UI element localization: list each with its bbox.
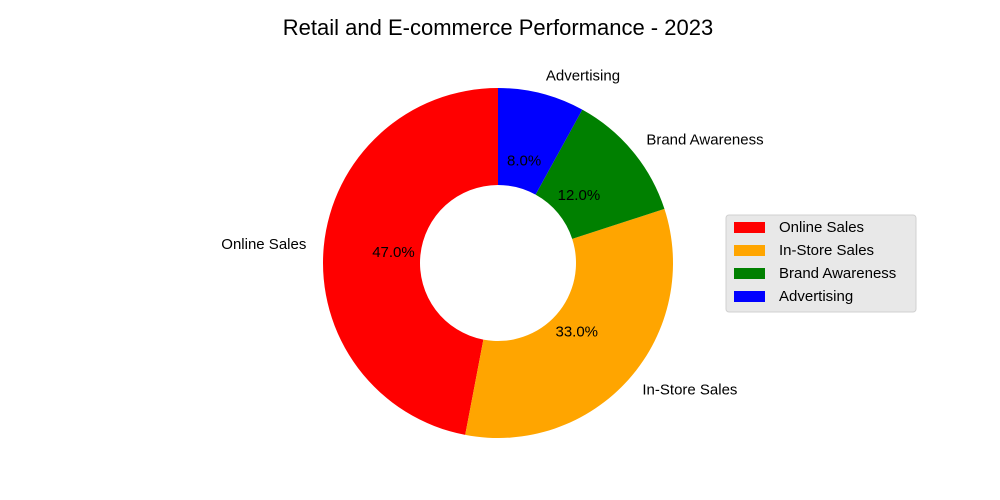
legend-label-in-store-sales: In-Store Sales	[779, 242, 874, 259]
legend-swatch-advertising	[734, 291, 765, 302]
percent-label-brand-awareness: 12.0%	[558, 187, 601, 204]
legend: Online Sales In-Store Sales Brand Awarenes…	[725, 214, 917, 313]
chart-title: Retail and E-commerce Performance - 2023	[283, 15, 713, 40]
slice-label-advertising: Advertising	[546, 68, 620, 85]
percent-label-advertising: 8.0%	[507, 152, 541, 169]
slice-online-sales	[323, 88, 498, 435]
legend-label-online-sales: Online Sales	[779, 219, 864, 236]
slice-label-online-sales: Online Sales	[221, 236, 306, 253]
slice-labels: Online Sales In-Store Sales Brand Awarenes…	[221, 68, 763, 399]
slice-label-brand-awareness: Brand Awareness	[646, 131, 763, 148]
legend-swatch-online-sales	[734, 222, 765, 233]
legend-swatch-brand-awareness	[734, 268, 765, 279]
percent-label-in-store-sales: 33.0%	[555, 323, 598, 340]
legend-label-brand-awareness: Brand Awareness	[779, 265, 896, 282]
donut-slices	[323, 88, 673, 438]
slice-brand-awareness	[535, 109, 665, 239]
slice-in-store-sales	[465, 208, 673, 438]
slice-label-in-store-sales: In-Store Sales	[642, 381, 737, 398]
legend-box	[725, 214, 917, 313]
percent-label-online-sales: 47.0%	[372, 244, 415, 261]
legend-label-advertising: Advertising	[779, 288, 853, 305]
legend-swatch-in-store-sales	[734, 245, 765, 256]
slice-advertising	[498, 88, 583, 195]
percent-labels: 47.0% 33.0% 12.0% 8.0%	[372, 152, 600, 340]
